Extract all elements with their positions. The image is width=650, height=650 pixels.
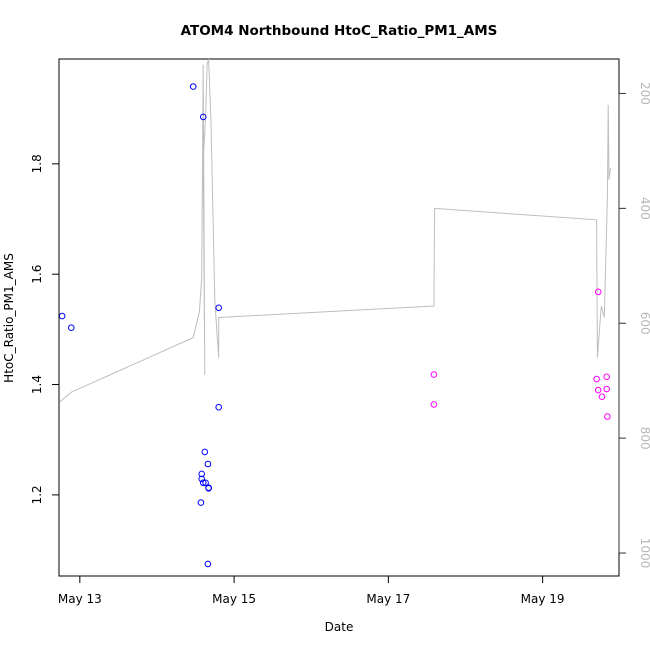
data-point	[202, 479, 209, 487]
data-point	[204, 560, 212, 568]
data-point	[594, 288, 602, 296]
right-axis-line-series	[59, 58, 611, 403]
y2-tick-label: 200	[638, 82, 650, 105]
chart-title: ATOM4 Northbound HtoC_Ratio_PM1_AMS	[181, 23, 498, 39]
data-point	[68, 324, 75, 332]
data-point	[604, 413, 611, 420]
x-tick-label: May 19	[521, 592, 565, 606]
y2-tick-label: 800	[638, 427, 650, 450]
data-point	[205, 485, 212, 492]
data-point	[593, 375, 600, 383]
plot-frame	[58, 58, 620, 577]
data-point	[598, 393, 606, 401]
data-point	[198, 470, 205, 478]
data-point	[430, 371, 438, 378]
data-point	[197, 499, 205, 506]
data-point	[58, 312, 66, 320]
data-point	[603, 373, 611, 381]
data-point	[201, 448, 209, 456]
series-line-2	[59, 58, 611, 403]
axes: May 13 May 15 May 17 May 19 1.2 1.4 1.6 1.8 200 4…	[30, 82, 650, 606]
data-point	[215, 403, 222, 411]
y-tick-label: 1.8	[30, 154, 44, 173]
data-point	[199, 479, 207, 487]
x-tick-label: May 17	[366, 592, 410, 606]
y2-tick-label: 600	[638, 312, 650, 335]
data-point	[215, 304, 222, 312]
data-point	[204, 460, 212, 468]
x-tick-label: May 13	[58, 592, 102, 606]
y-axis-label: HtoC_Ratio_PM1_AMS	[2, 253, 16, 383]
data-point	[430, 401, 438, 408]
scatter-points	[58, 83, 611, 568]
y-tick-label: 1.6	[30, 265, 44, 284]
y-tick-label: 1.4	[30, 375, 44, 394]
x-axis-label: Date	[325, 620, 354, 634]
y2-tick-label: 1000	[638, 538, 650, 569]
data-point	[198, 475, 205, 483]
x-tick-label: May 15	[212, 592, 256, 606]
data-point	[189, 83, 197, 90]
data-point	[199, 113, 207, 121]
data-point	[594, 386, 602, 394]
data-point	[603, 385, 611, 393]
y2-tick-label: 400	[638, 197, 650, 220]
y-tick-label: 1.2	[30, 485, 44, 504]
